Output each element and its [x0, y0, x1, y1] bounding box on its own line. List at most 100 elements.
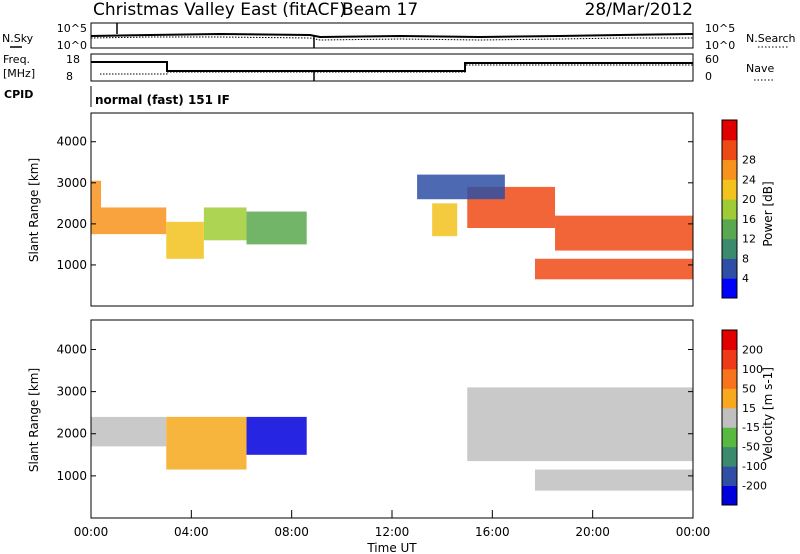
freq-tick-high: 18: [66, 53, 80, 66]
data-band: [467, 387, 693, 462]
y-tick-label: 4000: [56, 135, 87, 149]
data-band: [203, 207, 247, 241]
beam-label: Beam 17: [342, 0, 418, 20]
colorbar-segment: [722, 485, 737, 506]
colorbar-segment: [722, 238, 737, 259]
colorbar-segment: [722, 179, 737, 200]
colorbar-segment: [722, 258, 737, 279]
data-band: [246, 211, 307, 245]
power-data-layer: [91, 174, 693, 280]
nsearch-label: N.Search: [746, 32, 796, 45]
date-label: 28/Mar/2012: [585, 0, 693, 20]
freq-label: Freq.: [3, 53, 30, 66]
time-x-axis: 00:00 04:00 08:00 12:00 16:00 20:00 00:00: [74, 510, 711, 539]
colorbar-segment: [722, 427, 737, 448]
nsearch-trace: [90, 36, 693, 41]
colorbar-segment: [722, 349, 737, 370]
x-tick-label: 12:00: [375, 525, 410, 539]
colorbar-segment: [722, 368, 737, 389]
colorbar-tick-label: 16: [742, 213, 756, 226]
colorbar-segment: [722, 218, 737, 240]
colorbar-tick-label: 20: [742, 193, 756, 206]
power-colorbar: 4 8 12 16 20 24 28: [721, 119, 756, 299]
colorbar-tick-label: 50: [742, 382, 756, 395]
colorbar-frame: [721, 329, 738, 506]
nsky-tick-low: 10^0: [57, 39, 87, 52]
x-tick-label: 00:00: [676, 525, 711, 539]
velocity-colorbar: 200 100 50 15 -15 -50 -100 -200: [721, 329, 767, 506]
x-tick-label: 16:00: [475, 525, 510, 539]
x-tick-label: 04:00: [174, 525, 209, 539]
colorbar-tick-label: 200: [742, 343, 763, 356]
nave-tick-high: 60: [705, 53, 719, 66]
colorbar-tick-label: -200: [742, 480, 767, 493]
colorbar-tick-label: 24: [742, 173, 756, 186]
x-tick-label: 00:00: [74, 525, 109, 539]
data-band: [417, 174, 505, 200]
data-band: [91, 180, 102, 208]
y-tick-label: 3000: [56, 385, 87, 399]
data-band: [534, 469, 693, 491]
y-tick-label: 2000: [56, 217, 87, 231]
cpid-text: normal (fast) 151 IF: [95, 93, 230, 107]
velocity-data-layer: [91, 387, 693, 491]
colorbar-tick-label: 100: [742, 363, 763, 376]
colorbar-segment: [722, 278, 737, 299]
data-band: [91, 416, 167, 447]
data-band: [166, 221, 204, 259]
nave-label: Nave: [746, 62, 774, 75]
data-band: [534, 258, 693, 280]
colorbar-tick-label: 8: [742, 252, 749, 265]
freq-panel-frame: [90, 53, 694, 82]
x-tick-label: 20:00: [575, 525, 610, 539]
nave-trace: [100, 64, 693, 75]
colorbar-segment: [722, 330, 737, 350]
colorbar-segment: [722, 466, 737, 487]
colorbar-tick-label: -50: [742, 441, 760, 454]
nsky-tick-high: 10^5: [57, 22, 87, 35]
nsearch-tick-low: 10^0: [705, 39, 735, 52]
colorbar-segment: [722, 388, 737, 409]
nave-tick-low: 0: [705, 70, 712, 83]
colorbar-tick-label: 28: [742, 154, 756, 167]
y-tick-label: 4000: [56, 342, 87, 356]
y-tick-label: 1000: [56, 258, 87, 272]
colorbar-frame: [721, 119, 738, 299]
colorbar-tick-label: 4: [742, 272, 749, 285]
nsky-label: N.Sky: [2, 32, 34, 45]
freq-trace: [91, 61, 693, 72]
freq-tick-low: 8: [66, 70, 73, 83]
power-ylabel: Slant Range [km]: [27, 158, 41, 262]
colorbar-segment: [722, 120, 737, 141]
velocity-y-axis: 1000 2000 3000 4000: [56, 342, 693, 483]
y-tick-label: 1000: [56, 469, 87, 483]
data-band: [91, 207, 167, 235]
nsearch-tick-high: 10^5: [705, 22, 735, 35]
colorbar-segment: [722, 446, 737, 467]
velocity-colorbar-label: Velocity [m s-1]: [761, 367, 775, 461]
nsky-trace: [90, 32, 694, 39]
data-band: [432, 203, 458, 237]
data-band: [166, 416, 247, 470]
colorbar-tick-label: -15: [742, 421, 760, 434]
colorbar-tick-label: -100: [742, 460, 767, 473]
x-axis-label: Time UT: [366, 541, 417, 554]
colorbar-segment: [722, 159, 737, 180]
y-tick-label: 2000: [56, 427, 87, 441]
power-y-axis: 1000 2000 3000 4000: [56, 135, 693, 272]
y-tick-label: 3000: [56, 176, 87, 190]
colorbar-segment: [722, 139, 737, 161]
colorbar-tick-label: 15: [742, 402, 756, 415]
colorbar-tick-label: 12: [742, 233, 756, 246]
velocity-ylabel: Slant Range [km]: [27, 368, 41, 472]
power-colorbar-label: Power [dB]: [761, 181, 775, 246]
chart-title: Christmas Valley East (fitACF): [93, 0, 346, 20]
power-panel-frame: [90, 112, 694, 307]
colorbar-segment: [722, 199, 737, 220]
cpid-label: CPID: [4, 88, 33, 101]
data-band: [555, 215, 693, 251]
data-band: [246, 416, 307, 455]
freq-unit: [MHz]: [3, 67, 35, 80]
colorbar-segment: [722, 407, 737, 428]
